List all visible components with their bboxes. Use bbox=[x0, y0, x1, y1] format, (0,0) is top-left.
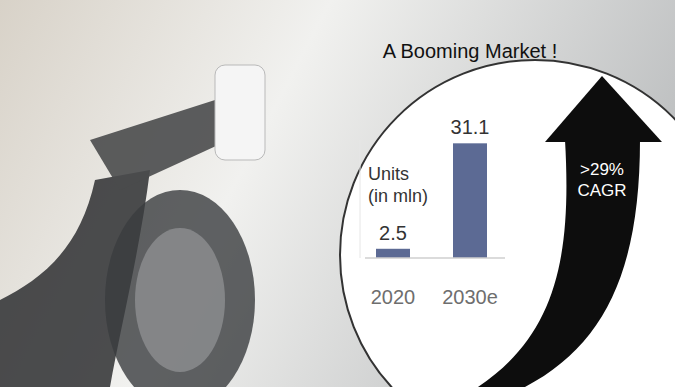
y-label-line: (in mln) bbox=[368, 186, 428, 206]
bar bbox=[453, 143, 487, 258]
arrow-head bbox=[545, 76, 662, 142]
x-tick-label: 2030e bbox=[442, 286, 498, 308]
bars bbox=[376, 143, 487, 258]
data-label: 31.1 bbox=[451, 116, 490, 138]
wheel bbox=[105, 190, 255, 387]
arrow-body bbox=[478, 140, 640, 387]
annotation: >29% CAGR bbox=[577, 160, 626, 200]
x-axis-line bbox=[365, 257, 505, 259]
title: A Booming Market ! bbox=[383, 40, 558, 62]
circle-panel bbox=[340, 60, 675, 387]
stage: A Booming Market ! Units(in mln) 2.5 2020 31… bbox=[0, 0, 675, 387]
bar bbox=[376, 249, 410, 258]
background bbox=[0, 0, 675, 387]
charge-port bbox=[215, 65, 265, 160]
rim bbox=[135, 228, 225, 372]
x-tick-label: 2020 bbox=[371, 286, 416, 308]
annotation-line: CAGR bbox=[577, 181, 626, 200]
data-label: 2.5 bbox=[379, 222, 407, 244]
y-range-line bbox=[360, 140, 361, 258]
y-label-line: Units bbox=[368, 164, 409, 184]
annotation-line: >29% bbox=[580, 160, 624, 179]
y-label: Units(in mln) bbox=[368, 164, 428, 206]
